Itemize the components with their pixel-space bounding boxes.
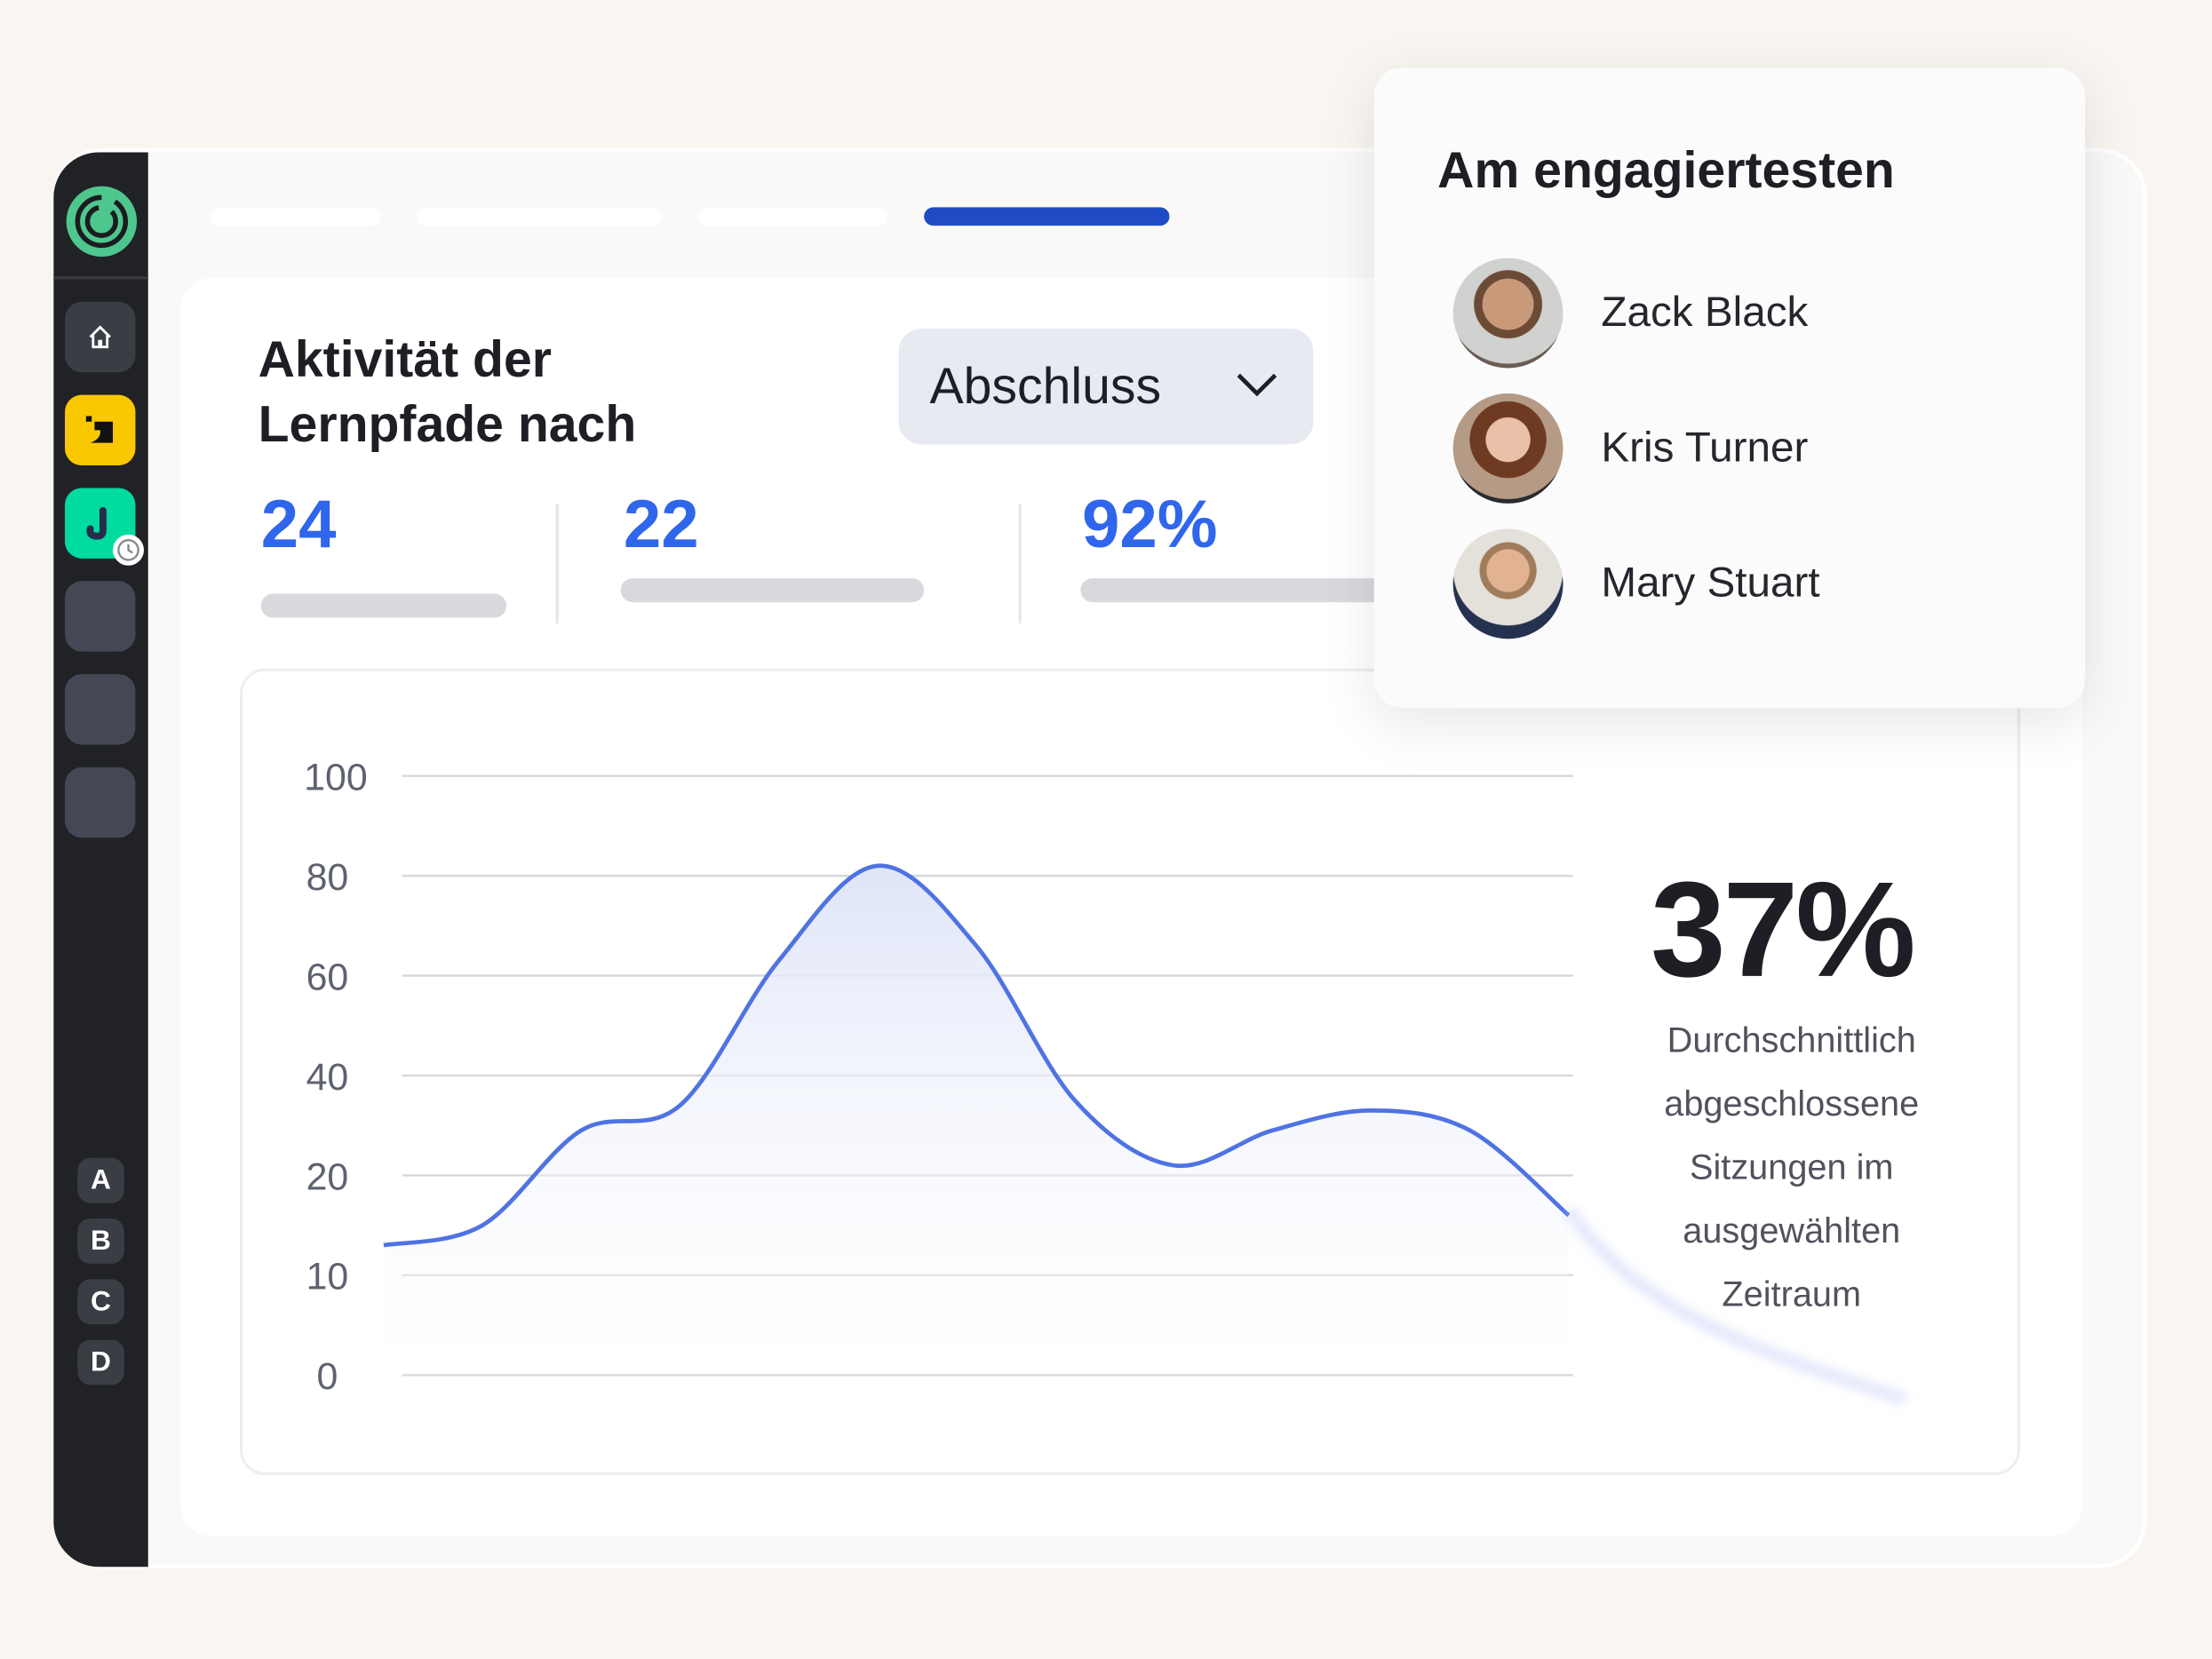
y-tick-label: 60 — [306, 956, 349, 998]
y-tick-label: 10 — [306, 1256, 349, 1298]
sidebar-item-empty[interactable] — [65, 674, 136, 745]
metric-dropdown[interactable]: Abschluss — [898, 329, 1314, 445]
y-tick-label: 20 — [306, 1155, 349, 1198]
tab-1[interactable] — [210, 207, 381, 226]
chart-series-line — [383, 863, 1571, 1248]
stat-label-placeholder — [1080, 578, 1405, 603]
tab-4-active[interactable] — [924, 207, 1170, 226]
letter-d-button[interactable]: D — [77, 1339, 124, 1385]
letter-b-button[interactable]: B — [77, 1218, 124, 1264]
chevron-down-icon — [1237, 373, 1277, 397]
most-engaged-popup: Am engagiertesten Zack Black Kris Turner… — [1373, 67, 2086, 709]
b-app-icon — [85, 416, 114, 443]
j-app-icon — [86, 506, 107, 540]
dropdown-value: Abschluss — [929, 356, 1162, 415]
stat-value: 24 — [260, 488, 337, 563]
summary-value: 37% — [1650, 854, 1916, 1006]
list-item[interactable]: Zack Black — [1452, 258, 1809, 369]
y-tick-label: 0 — [316, 1355, 338, 1398]
person-name: Mary Stuart — [1601, 560, 1820, 607]
divider — [555, 503, 559, 623]
logo-icon — [66, 186, 138, 258]
home-icon — [89, 325, 111, 349]
letter-c-button[interactable]: C — [77, 1279, 124, 1325]
list-item[interactable]: Mary Stuart — [1452, 528, 1820, 639]
tab-2[interactable] — [418, 207, 662, 226]
sidebar-item-empty[interactable] — [65, 766, 136, 838]
stat-value: 22 — [623, 488, 699, 563]
sidebar-item-empty[interactable] — [65, 581, 136, 652]
divider — [53, 276, 148, 280]
sidebar-item-app-j[interactable] — [65, 488, 136, 559]
sidebar-item-app-b[interactable] — [65, 394, 136, 466]
person-name: Kris Turner — [1601, 424, 1809, 472]
popup-title: Am engagiertesten — [1437, 140, 1895, 199]
y-tick-label: 40 — [306, 1056, 349, 1099]
tab-3[interactable] — [698, 207, 887, 226]
chart-fade-tail — [1564, 1207, 1906, 1403]
stat-label-placeholder — [260, 593, 507, 618]
chart-area-fill — [383, 865, 1569, 1376]
stat-label-placeholder — [620, 578, 925, 603]
summary-caption: Durchschnittlich abgeschlossene Sitzungen … — [1664, 1020, 1920, 1315]
stat-value: 92% — [1081, 488, 1218, 563]
y-tick-label: 100 — [304, 757, 368, 799]
letter-a-button[interactable]: A — [77, 1157, 124, 1203]
avatar — [1452, 528, 1564, 639]
sidebar-item-home[interactable] — [65, 301, 136, 373]
divider — [1018, 503, 1022, 623]
y-tick-label: 80 — [306, 856, 349, 899]
clock-badge-icon — [113, 534, 144, 566]
sidebar: A B C D — [53, 152, 148, 1568]
person-name: Zack Black — [1601, 289, 1809, 336]
chart-container — [239, 668, 2021, 1476]
list-item[interactable]: Kris Turner — [1452, 393, 1809, 504]
panel-title: Aktivität der Lernpfade nach — [258, 329, 637, 453]
avatar — [1452, 258, 1564, 369]
avatar — [1452, 393, 1564, 504]
